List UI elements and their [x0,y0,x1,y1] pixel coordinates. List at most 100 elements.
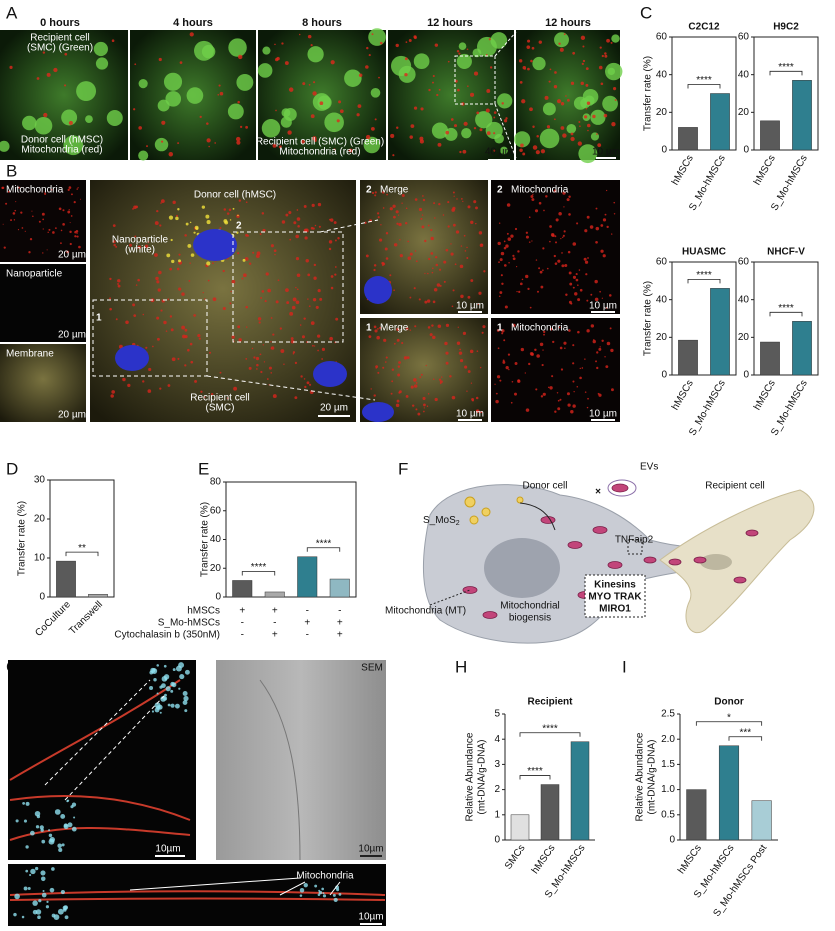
speckle [557,259,561,263]
speckle [73,816,76,819]
speckle [398,390,402,394]
speckle [409,296,412,299]
speckle [286,301,290,305]
speckle [566,123,577,134]
speckle [596,133,598,135]
speckle [63,823,69,830]
speckle [599,46,602,49]
annotation: Donor cell (hMSC) [21,135,103,146]
speckle [536,290,539,293]
speckle [73,200,76,204]
condition-label: S_Mo-hMSCs [158,618,220,629]
speckle [167,703,171,707]
speckle [210,392,214,396]
speckle [178,662,185,669]
speckle [478,231,483,235]
speckle [539,342,544,347]
speckle [572,242,577,246]
speckle [512,323,516,327]
nanoparticle [469,515,479,525]
speckle [155,276,159,281]
speckle [385,356,388,359]
speckle [479,366,482,369]
speckle [552,340,555,344]
speckle [457,326,459,328]
panel-letter: H [455,657,467,676]
speckle [232,207,235,210]
speckle [535,259,538,261]
speckle [444,127,458,141]
speckle [158,270,162,275]
speckle [159,224,162,227]
speckle [246,234,250,237]
speckle [531,46,535,50]
speckle [322,892,325,895]
speckle [34,116,53,135]
mitochondrion [592,526,608,534]
speckle [600,224,604,227]
speckle [434,397,438,402]
speckle [38,899,42,903]
speckle [60,242,62,245]
speckle [435,263,439,267]
speckle [317,95,332,110]
speckle [525,235,529,239]
speckle [405,207,408,210]
speckle [603,113,608,118]
speckle [567,403,571,407]
y-tick-label: 60 [738,257,750,268]
speckle [553,254,556,258]
speckle [457,88,460,92]
significance-bracket [769,70,803,76]
speckle [303,205,307,208]
speckle [63,135,84,156]
speckle [462,149,467,154]
speckle [129,243,132,247]
speckle [34,866,39,871]
speckle [317,202,322,207]
y-tick-label: 2.0 [661,734,675,745]
speckle [272,143,277,148]
speckle [612,87,617,91]
speckle [159,685,163,689]
speckle [151,710,155,713]
scale-label: 20 µm [58,330,86,341]
speckle [178,253,181,256]
speckle [261,119,281,138]
speckle [443,280,446,283]
speckle [386,193,388,196]
speckle [317,893,321,896]
speckle [111,39,115,42]
speckle [109,297,112,300]
speckle [299,324,302,326]
speckle [430,252,434,255]
speckle [421,225,425,229]
speckle [257,63,273,78]
speckle [609,294,612,297]
speckle [579,288,583,292]
bar [297,556,318,598]
speckle [613,213,616,215]
speckle [477,303,479,306]
speckle [542,392,546,396]
speckle [170,238,173,242]
speckle [384,247,388,251]
speckle [431,271,434,274]
speckle [528,362,531,366]
speckle [272,333,275,336]
speckle [165,91,182,107]
speckle [117,283,119,285]
y-tick-label: 40 [738,294,750,305]
speckle [436,283,441,287]
significance-bracket [519,775,551,780]
y-tick-label: 0 [743,145,749,156]
speckle [182,691,188,696]
speckle [476,111,480,115]
y-axis-label: Transfer rate (%) [200,502,211,577]
speckle [458,42,467,51]
speckle [583,115,588,119]
speckle [577,330,580,334]
speckle [562,191,566,195]
